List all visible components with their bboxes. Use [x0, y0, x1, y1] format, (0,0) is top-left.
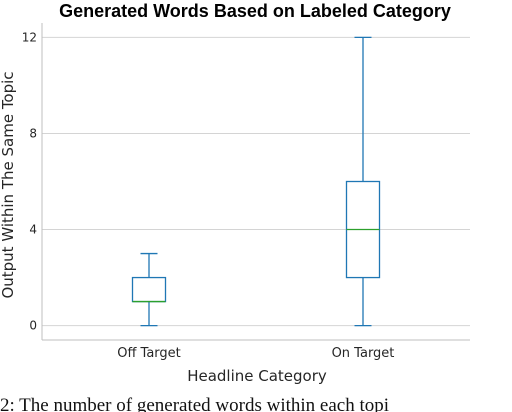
y-axis-label: Output Within The Same Topic [0, 71, 17, 298]
box-0 [131, 252, 167, 327]
y-tick-label-1: 4 [29, 223, 37, 237]
plot-background [42, 23, 470, 340]
y-axis: 0 4 8 12 [22, 30, 37, 332]
boxes-group [131, 36, 381, 327]
x-axis-label: Headline Category [187, 367, 327, 385]
chart-title: Generated Words Based on Labeled Categor… [59, 1, 451, 21]
plot-area [41, 23, 470, 341]
y-tick-label-2: 8 [29, 126, 37, 140]
y-tick-label-3: 12 [22, 30, 37, 44]
x-tick-label-0: Off Target [117, 346, 181, 361]
figure-caption: 2: The number of generated words within … [0, 395, 389, 412]
y-tick-label-0: 0 [29, 319, 37, 333]
x-tick-label-1: On Target [332, 346, 395, 361]
x-axis: Off Target On Target [117, 346, 394, 361]
iqr-box-0 [131, 276, 167, 303]
box-1 [345, 36, 381, 327]
